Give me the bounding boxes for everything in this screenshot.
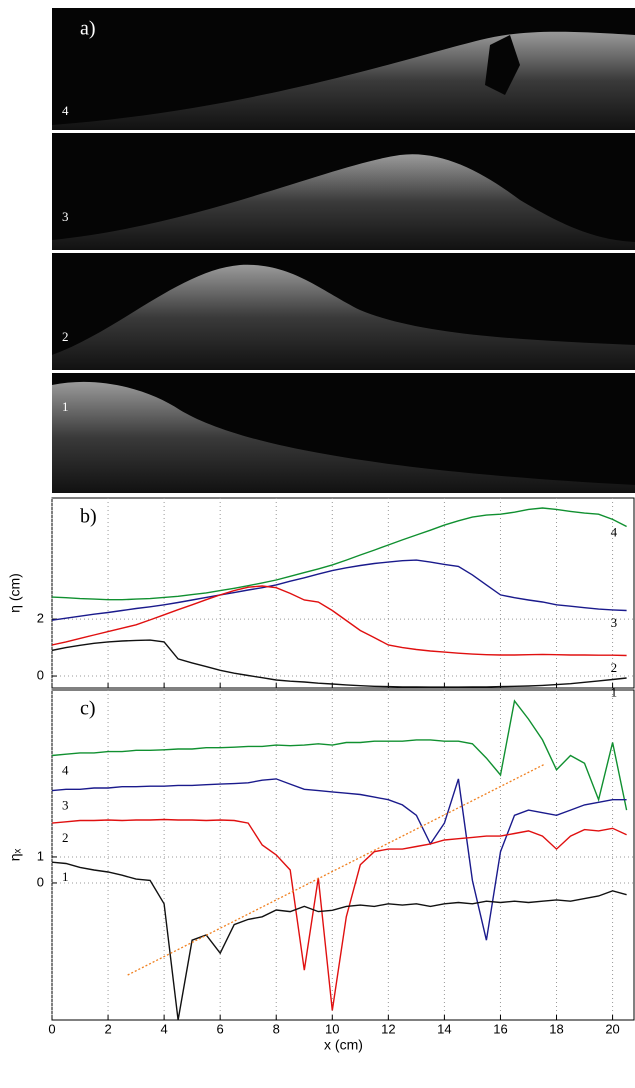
x-tick-label: 6 (217, 1021, 224, 1036)
panel-label: b) (80, 506, 97, 528)
frame-label: 3 (62, 209, 69, 224)
line-label: 4 (611, 524, 618, 539)
x-tick-label: 8 (273, 1021, 280, 1036)
line-label: 4 (62, 763, 69, 778)
data-line (52, 861, 627, 1020)
y-tick-label: 0 (37, 667, 44, 682)
wave-image (52, 381, 635, 493)
plot-area (52, 699, 628, 1020)
data-line (52, 778, 627, 941)
y-tick-label: 1 (37, 848, 44, 863)
line-label: 3 (62, 798, 69, 813)
wave-image (52, 264, 635, 370)
plot-area (52, 507, 627, 688)
x-tick-label: 4 (160, 1021, 167, 1036)
panel-label: c) (80, 698, 96, 720)
panel-label: a) (80, 18, 96, 40)
x-tick-label: 10 (325, 1021, 339, 1036)
line-label: 2 (611, 660, 618, 675)
line-label: 2 (62, 830, 69, 845)
line-label: 1 (62, 869, 69, 884)
photo-panel (52, 8, 635, 493)
y-axis-label: η (cm) (7, 573, 23, 613)
x-tick-label: 12 (381, 1021, 395, 1036)
x-tick-label: 16 (493, 1021, 507, 1036)
line-label: 3 (611, 615, 618, 630)
x-tick-label: 14 (437, 1021, 451, 1036)
y-axis-label: ηₓ (7, 848, 23, 861)
x-tick-label: 20 (605, 1021, 619, 1036)
panel-frame (51, 497, 635, 689)
y-tick-label: 0 (37, 874, 44, 889)
line-label: 1 (611, 684, 618, 699)
x-tick-label: 2 (104, 1021, 111, 1036)
frame-label: 1 (62, 399, 69, 414)
data-line (52, 585, 627, 657)
wave-image (485, 35, 520, 95)
fit-line (127, 763, 546, 976)
data-line (52, 699, 628, 811)
data-line (52, 559, 627, 621)
x-tick-label: 0 (48, 1021, 55, 1036)
frame-label: 4 (62, 103, 69, 118)
frame-label: 2 (62, 329, 69, 344)
wave-image (52, 154, 635, 250)
panel-frame (51, 689, 635, 1021)
x-axis-label: x (cm) (324, 1037, 363, 1053)
x-tick-label: 18 (549, 1021, 563, 1036)
data-line (52, 818, 627, 1011)
y-tick-label: 2 (37, 611, 44, 626)
data-line (52, 507, 627, 601)
data-line (52, 639, 627, 688)
